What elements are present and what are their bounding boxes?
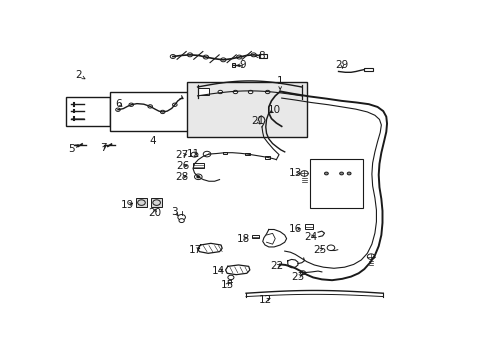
Text: 4: 4 bbox=[149, 136, 156, 146]
Text: 28: 28 bbox=[175, 172, 188, 182]
Circle shape bbox=[250, 53, 256, 57]
Circle shape bbox=[220, 58, 225, 62]
Circle shape bbox=[236, 55, 242, 59]
Text: 16: 16 bbox=[288, 225, 301, 234]
Circle shape bbox=[187, 53, 192, 57]
Circle shape bbox=[300, 271, 305, 275]
Bar bbox=[245, 153, 249, 155]
Circle shape bbox=[172, 103, 177, 107]
Circle shape bbox=[129, 103, 133, 107]
Text: 17: 17 bbox=[189, 245, 202, 255]
Bar bbox=[65, 97, 110, 126]
Text: 14: 14 bbox=[211, 266, 224, 276]
Text: 3: 3 bbox=[171, 207, 178, 217]
Text: 25: 25 bbox=[312, 245, 325, 255]
Text: 29: 29 bbox=[335, 60, 348, 70]
Circle shape bbox=[196, 176, 200, 178]
Bar bbox=[251, 235, 258, 238]
Text: 27: 27 bbox=[175, 150, 188, 159]
Text: 20: 20 bbox=[148, 208, 162, 218]
Bar bbox=[304, 225, 312, 229]
Text: 11: 11 bbox=[186, 149, 199, 159]
Bar bbox=[265, 156, 269, 158]
Text: 24: 24 bbox=[303, 232, 316, 242]
Circle shape bbox=[160, 110, 164, 114]
Circle shape bbox=[203, 55, 208, 59]
Bar bbox=[363, 68, 372, 72]
Circle shape bbox=[218, 90, 222, 94]
Circle shape bbox=[116, 108, 120, 111]
Circle shape bbox=[203, 151, 210, 157]
Bar bbox=[232, 63, 235, 67]
Text: 21: 21 bbox=[251, 116, 264, 126]
Text: 18: 18 bbox=[236, 234, 249, 244]
Text: 1: 1 bbox=[276, 76, 283, 89]
Text: 19: 19 bbox=[121, 199, 134, 210]
Text: 10: 10 bbox=[268, 105, 281, 115]
Text: 7: 7 bbox=[100, 143, 107, 153]
Bar bbox=[151, 198, 162, 207]
Circle shape bbox=[227, 275, 233, 280]
Circle shape bbox=[339, 172, 343, 175]
Text: 22: 22 bbox=[269, 261, 283, 271]
Circle shape bbox=[233, 90, 237, 94]
Text: 8: 8 bbox=[255, 51, 265, 61]
Circle shape bbox=[178, 215, 185, 220]
Bar bbox=[310, 159, 362, 208]
Bar bbox=[187, 82, 306, 138]
Bar bbox=[136, 198, 147, 207]
Circle shape bbox=[248, 90, 252, 94]
Text: 5: 5 bbox=[68, 144, 78, 153]
Circle shape bbox=[265, 90, 269, 94]
Text: 6: 6 bbox=[115, 99, 122, 109]
Text: 9: 9 bbox=[236, 60, 246, 70]
Text: 13: 13 bbox=[288, 168, 301, 179]
Circle shape bbox=[191, 152, 198, 157]
Circle shape bbox=[346, 172, 350, 175]
Circle shape bbox=[170, 55, 175, 58]
Circle shape bbox=[147, 105, 152, 108]
Circle shape bbox=[324, 172, 327, 175]
Text: 26: 26 bbox=[175, 161, 189, 171]
Bar bbox=[110, 92, 189, 131]
Text: 23: 23 bbox=[291, 271, 304, 282]
Text: 15: 15 bbox=[220, 280, 233, 290]
Bar bbox=[198, 88, 208, 95]
Circle shape bbox=[300, 171, 307, 176]
Text: 2: 2 bbox=[75, 70, 85, 80]
Bar bbox=[222, 152, 226, 154]
Circle shape bbox=[179, 219, 184, 222]
Text: 12: 12 bbox=[259, 296, 272, 305]
Bar bbox=[259, 54, 266, 58]
Bar bbox=[193, 163, 203, 168]
Circle shape bbox=[366, 254, 374, 260]
